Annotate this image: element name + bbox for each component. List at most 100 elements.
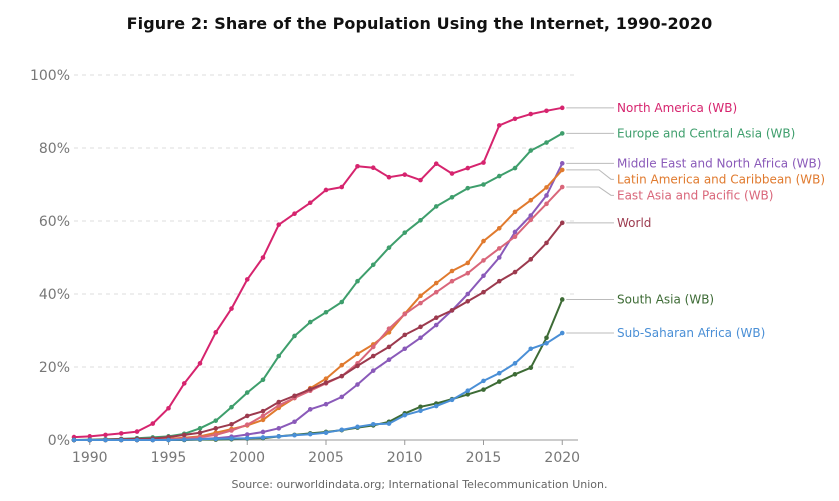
data-point bbox=[559, 330, 565, 336]
data-point bbox=[307, 386, 313, 392]
data-point bbox=[323, 430, 329, 436]
data-point bbox=[402, 172, 408, 177]
y-tick-label: 40% bbox=[39, 287, 70, 303]
data-point bbox=[528, 213, 534, 218]
data-point bbox=[433, 289, 439, 295]
data-point bbox=[512, 234, 518, 239]
data-point bbox=[276, 434, 282, 439]
data-point bbox=[465, 260, 471, 266]
data-point bbox=[402, 332, 408, 338]
legend-label: North America (WB) bbox=[617, 101, 737, 115]
data-point bbox=[559, 105, 565, 111]
data-point bbox=[370, 368, 376, 373]
data-point bbox=[544, 340, 549, 346]
legend-label: World bbox=[617, 216, 651, 230]
data-point bbox=[528, 217, 534, 223]
data-point bbox=[307, 319, 313, 325]
data-point bbox=[433, 315, 439, 321]
data-point bbox=[276, 399, 282, 405]
y-tick-label: 100% bbox=[30, 68, 70, 84]
data-point bbox=[559, 167, 565, 173]
y-tick-label: 0% bbox=[48, 433, 70, 449]
data-point bbox=[465, 291, 471, 297]
series-latin-america-and-caribbean-wb bbox=[71, 167, 565, 443]
data-point bbox=[260, 435, 266, 440]
data-point bbox=[134, 429, 140, 434]
x-tick-label: 2020 bbox=[544, 450, 580, 466]
data-point bbox=[544, 140, 549, 145]
data-point bbox=[307, 200, 313, 206]
data-point bbox=[544, 335, 549, 341]
data-point bbox=[181, 381, 187, 386]
data-point bbox=[512, 361, 518, 366]
data-point bbox=[433, 322, 439, 328]
data-point bbox=[244, 432, 250, 437]
data-point bbox=[528, 148, 534, 153]
data-point bbox=[213, 432, 219, 438]
data-point bbox=[339, 299, 345, 305]
data-point bbox=[244, 413, 250, 419]
data-point bbox=[544, 240, 549, 246]
data-point bbox=[213, 426, 219, 431]
source-note: Source: ourworldindata.org; Internationa… bbox=[231, 478, 608, 491]
data-point bbox=[229, 428, 234, 433]
data-point bbox=[103, 437, 108, 443]
data-point bbox=[544, 201, 549, 207]
data-point bbox=[323, 309, 329, 315]
data-point bbox=[544, 185, 549, 190]
data-point bbox=[150, 421, 156, 426]
data-point bbox=[181, 432, 187, 438]
data-point bbox=[481, 160, 486, 165]
x-tick-label: 1995 bbox=[151, 450, 187, 466]
data-point bbox=[292, 393, 297, 399]
data-point bbox=[528, 346, 534, 352]
data-point bbox=[559, 297, 565, 302]
data-point bbox=[449, 397, 455, 403]
data-point bbox=[229, 306, 234, 311]
data-point bbox=[386, 245, 392, 250]
x-tick-label: 2000 bbox=[229, 450, 265, 466]
data-point bbox=[197, 436, 203, 442]
data-point bbox=[481, 182, 486, 187]
data-point bbox=[418, 404, 423, 410]
data-point bbox=[244, 390, 250, 395]
x-tick-label: 2005 bbox=[308, 450, 344, 466]
series-line bbox=[74, 299, 564, 441]
data-point bbox=[339, 362, 345, 368]
series-line bbox=[73, 106, 563, 439]
series-east-asia-and-pacific-wb bbox=[71, 184, 565, 443]
data-point bbox=[370, 422, 376, 427]
series-lines bbox=[71, 105, 565, 443]
data-point bbox=[528, 111, 534, 117]
series-line bbox=[74, 332, 563, 441]
data-point bbox=[496, 246, 502, 251]
x-tick-label: 1990 bbox=[72, 450, 108, 466]
data-point bbox=[465, 299, 471, 304]
data-point bbox=[496, 370, 502, 376]
data-point bbox=[355, 363, 360, 369]
series-middle-east-and-north-africa-wb bbox=[71, 161, 565, 443]
data-point bbox=[292, 333, 297, 339]
data-point bbox=[244, 422, 250, 427]
data-point bbox=[402, 346, 408, 352]
data-point bbox=[433, 403, 439, 409]
data-point bbox=[260, 255, 266, 260]
data-point bbox=[449, 278, 455, 284]
data-point bbox=[449, 194, 455, 200]
legend-label: Middle East and North Africa (WB) bbox=[617, 156, 821, 170]
data-point bbox=[386, 344, 392, 350]
data-point bbox=[559, 161, 565, 166]
figure-title: Figure 2: Share of the Population Using … bbox=[126, 14, 713, 33]
data-point bbox=[418, 293, 423, 299]
data-point bbox=[339, 184, 345, 190]
data-point bbox=[355, 382, 360, 387]
data-point bbox=[229, 422, 234, 427]
data-point bbox=[528, 365, 534, 371]
y-tick-label: 60% bbox=[39, 214, 70, 230]
series-line bbox=[74, 162, 564, 441]
series-south-asia-wb bbox=[71, 297, 565, 443]
legend-label: Sub-Saharan Africa (WB) bbox=[617, 326, 765, 340]
legend-label: East Asia and Pacific (WB) bbox=[617, 188, 773, 202]
data-point bbox=[276, 353, 282, 359]
data-point bbox=[496, 255, 502, 260]
